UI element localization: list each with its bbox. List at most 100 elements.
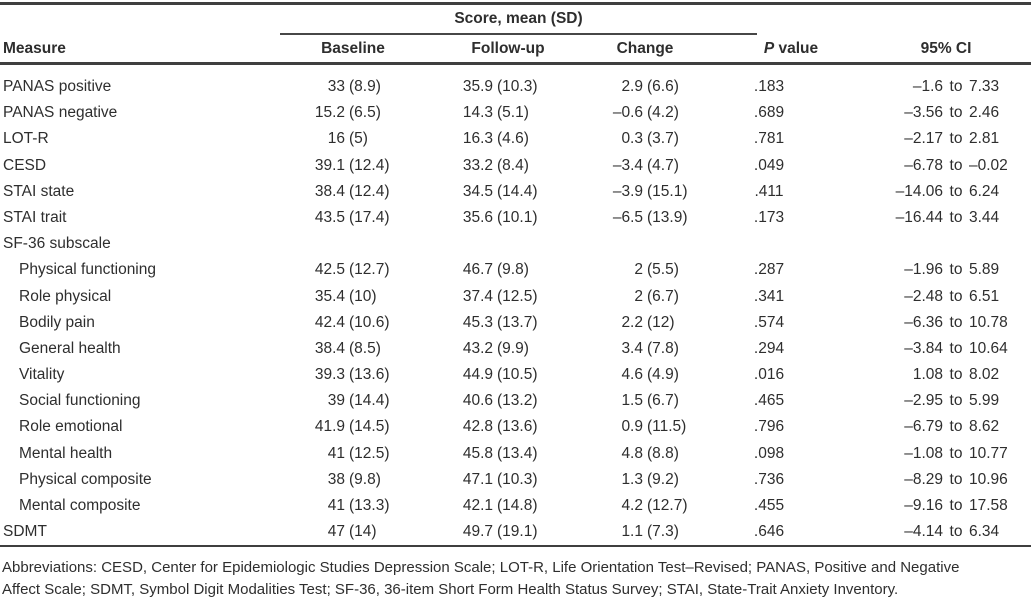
- cell-baseline-mean: 39.3: [314, 366, 345, 384]
- cell-baseline: [285, 231, 433, 257]
- cell-followup-sd: (14.4): [497, 182, 538, 200]
- cell-baseline: 41 (12.5): [285, 441, 433, 467]
- cell-95ci: –6.78 to –0.02: [831, 153, 1031, 179]
- cell-baseline-sd: (14.4): [349, 392, 390, 410]
- ci-separator: to: [949, 366, 963, 384]
- ci-upper: 17.58: [969, 497, 1008, 514]
- cell-baseline: 39.3 (13.6): [285, 362, 433, 388]
- ci-lower: [831, 231, 943, 257]
- cell-followup: 46.7 (9.8): [433, 257, 583, 283]
- table-row: CESD 39.1 (12.4) 33.2 (8.4) –3.4 (4.7) .049 –6.7…: [0, 153, 1031, 179]
- cell-change: –0.6 (4.2): [583, 100, 731, 126]
- score-mean-sd-spanner: Score, mean (SD): [280, 5, 757, 35]
- ci-separator: to: [949, 497, 963, 514]
- ci-lower: –8.29: [904, 470, 943, 488]
- cell-change-mean: 0.3: [621, 130, 643, 148]
- cell-baseline: 42.4 (10.6): [285, 310, 433, 336]
- ci-separator: to: [949, 208, 963, 226]
- ci-separator: to: [949, 104, 963, 122]
- cell-change-mean: 1.3: [621, 470, 643, 488]
- cell-p-value: .049: [753, 156, 785, 174]
- cell-followup-mean: 47.1: [462, 470, 493, 488]
- cell-baseline-sd: (12.4): [349, 182, 390, 200]
- cell-p-value: .465: [753, 392, 785, 410]
- cell-change-mean: –3.9: [612, 182, 643, 200]
- cell-change-mean: 4.2: [621, 497, 643, 514]
- cell-change: 2.2 (12): [583, 310, 731, 336]
- ci-lower: 1.08: [912, 366, 943, 384]
- cell-change-sd: (9.2): [647, 470, 679, 488]
- cell-baseline-sd: (12.7): [349, 261, 390, 279]
- cell-baseline: 39 (14.4): [285, 388, 433, 414]
- spanner-spacer-left: [0, 5, 285, 35]
- cell-baseline-mean: 43.5: [314, 208, 345, 226]
- cell-change: 2 (6.7): [583, 284, 731, 310]
- cell-baseline-mean: [285, 231, 345, 257]
- cell-change-sd: (13.9): [647, 208, 688, 226]
- table-row: STAI state 38.4 (12.4) 34.5 (14.4) –3.9 (15.1)…: [0, 179, 1031, 205]
- cell-followup-mean: 33.2: [462, 156, 493, 174]
- ci-separator: to: [949, 470, 963, 488]
- cell-baseline: 42.5 (12.7): [285, 257, 433, 283]
- cell-followup: 33.2 (8.4): [433, 153, 583, 179]
- cell-change-sd: (12.7): [647, 497, 688, 514]
- cell-followup-sd: (5.1): [497, 104, 529, 122]
- cell-baseline: 38 (9.8): [285, 467, 433, 493]
- cell-measure: Vitality: [19, 366, 65, 384]
- cell-change: 1.1 (7.3): [583, 519, 731, 545]
- cell-95ci: –6.79 to 8.62: [831, 414, 1031, 440]
- cell-95ci: –1.08 to 10.77: [831, 441, 1031, 467]
- cell-baseline: 41.9 (14.5): [285, 414, 433, 440]
- ci-lower: –2.17: [904, 130, 943, 148]
- ci-lower: –3.56: [904, 104, 943, 122]
- ci-upper: 5.89: [969, 261, 1000, 279]
- cell-baseline-sd: [349, 231, 433, 257]
- cell-change: –3.4 (4.7): [583, 153, 731, 179]
- cell-p-value: .287: [753, 261, 785, 279]
- table-body: PANAS positive 33 (8.9) 35.9 (10.3) 2.9 (6.6).…: [0, 65, 1031, 545]
- cell-followup-sd: (13.6): [497, 418, 538, 436]
- cell-followup: 14.3 (5.1): [433, 100, 583, 126]
- cell-measure: CESD: [3, 156, 47, 174]
- ci-upper: 8.62: [969, 418, 1000, 436]
- cell-p-value: [731, 231, 831, 257]
- ci-lower: –1.96: [904, 261, 943, 279]
- cell-measure: SF-36 subscale: [3, 235, 111, 253]
- spanner-spacer-ci: [831, 5, 1031, 35]
- ci-upper: 10.64: [969, 339, 1008, 357]
- ci-lower: –6.78: [904, 156, 943, 174]
- table-row: Role physical 35.4 (10) 37.4 (12.5) 2 (6.7) .34…: [0, 284, 1031, 310]
- cell-measure: PANAS negative: [3, 104, 118, 122]
- table-row: General health 38.4 (8.5) 43.2 (9.9) 3.4 (7.8)…: [0, 336, 1031, 362]
- cell-baseline-sd: (5): [349, 130, 368, 148]
- cell-p-value: .411: [754, 182, 784, 200]
- cell-followup-sd: (19.1): [497, 523, 538, 541]
- cell-baseline-sd: (10.6): [349, 313, 390, 331]
- cell-baseline: 33 (8.9): [285, 74, 433, 100]
- cell-change-sd: (12): [647, 313, 675, 331]
- cell-followup-sd: [497, 231, 583, 257]
- cell-baseline: 35.4 (10): [285, 284, 433, 310]
- cell-baseline-sd: (13.6): [349, 366, 390, 384]
- ci-separator: to: [949, 287, 963, 305]
- cell-followup: 42.8 (13.6): [433, 414, 583, 440]
- cell-baseline-mean: 41.9: [314, 418, 345, 436]
- spanner-row: Score, mean (SD): [0, 5, 1031, 35]
- cell-95ci: –4.14 to 6.34: [831, 519, 1031, 545]
- cell-followup-mean: 44.9: [462, 366, 493, 384]
- column-header-baseline: Baseline: [321, 40, 385, 57]
- ci-lower: –16.44: [895, 208, 943, 226]
- cell-change-sd: (4.7): [647, 156, 679, 174]
- column-header-p-value: P value: [731, 34, 831, 64]
- cell-change-sd: (4.9): [647, 366, 679, 384]
- column-header-change: Change: [616, 40, 674, 57]
- p-value-italic-letter: P: [763, 40, 775, 57]
- cell-measure: Role physical: [19, 287, 112, 305]
- cell-change-sd: (8.8): [647, 444, 679, 462]
- table-row: Physical functioning 42.5 (12.7) 46.7 (9.8) 2…: [0, 257, 1031, 283]
- cell-followup-sd: (9.9): [497, 339, 529, 357]
- cell-baseline-mean: 38.4: [314, 339, 345, 357]
- cell-followup: 45.3 (13.7): [433, 310, 583, 336]
- cell-followup-mean: 37.4: [462, 287, 493, 305]
- cell-change: 4.6 (4.9): [583, 362, 731, 388]
